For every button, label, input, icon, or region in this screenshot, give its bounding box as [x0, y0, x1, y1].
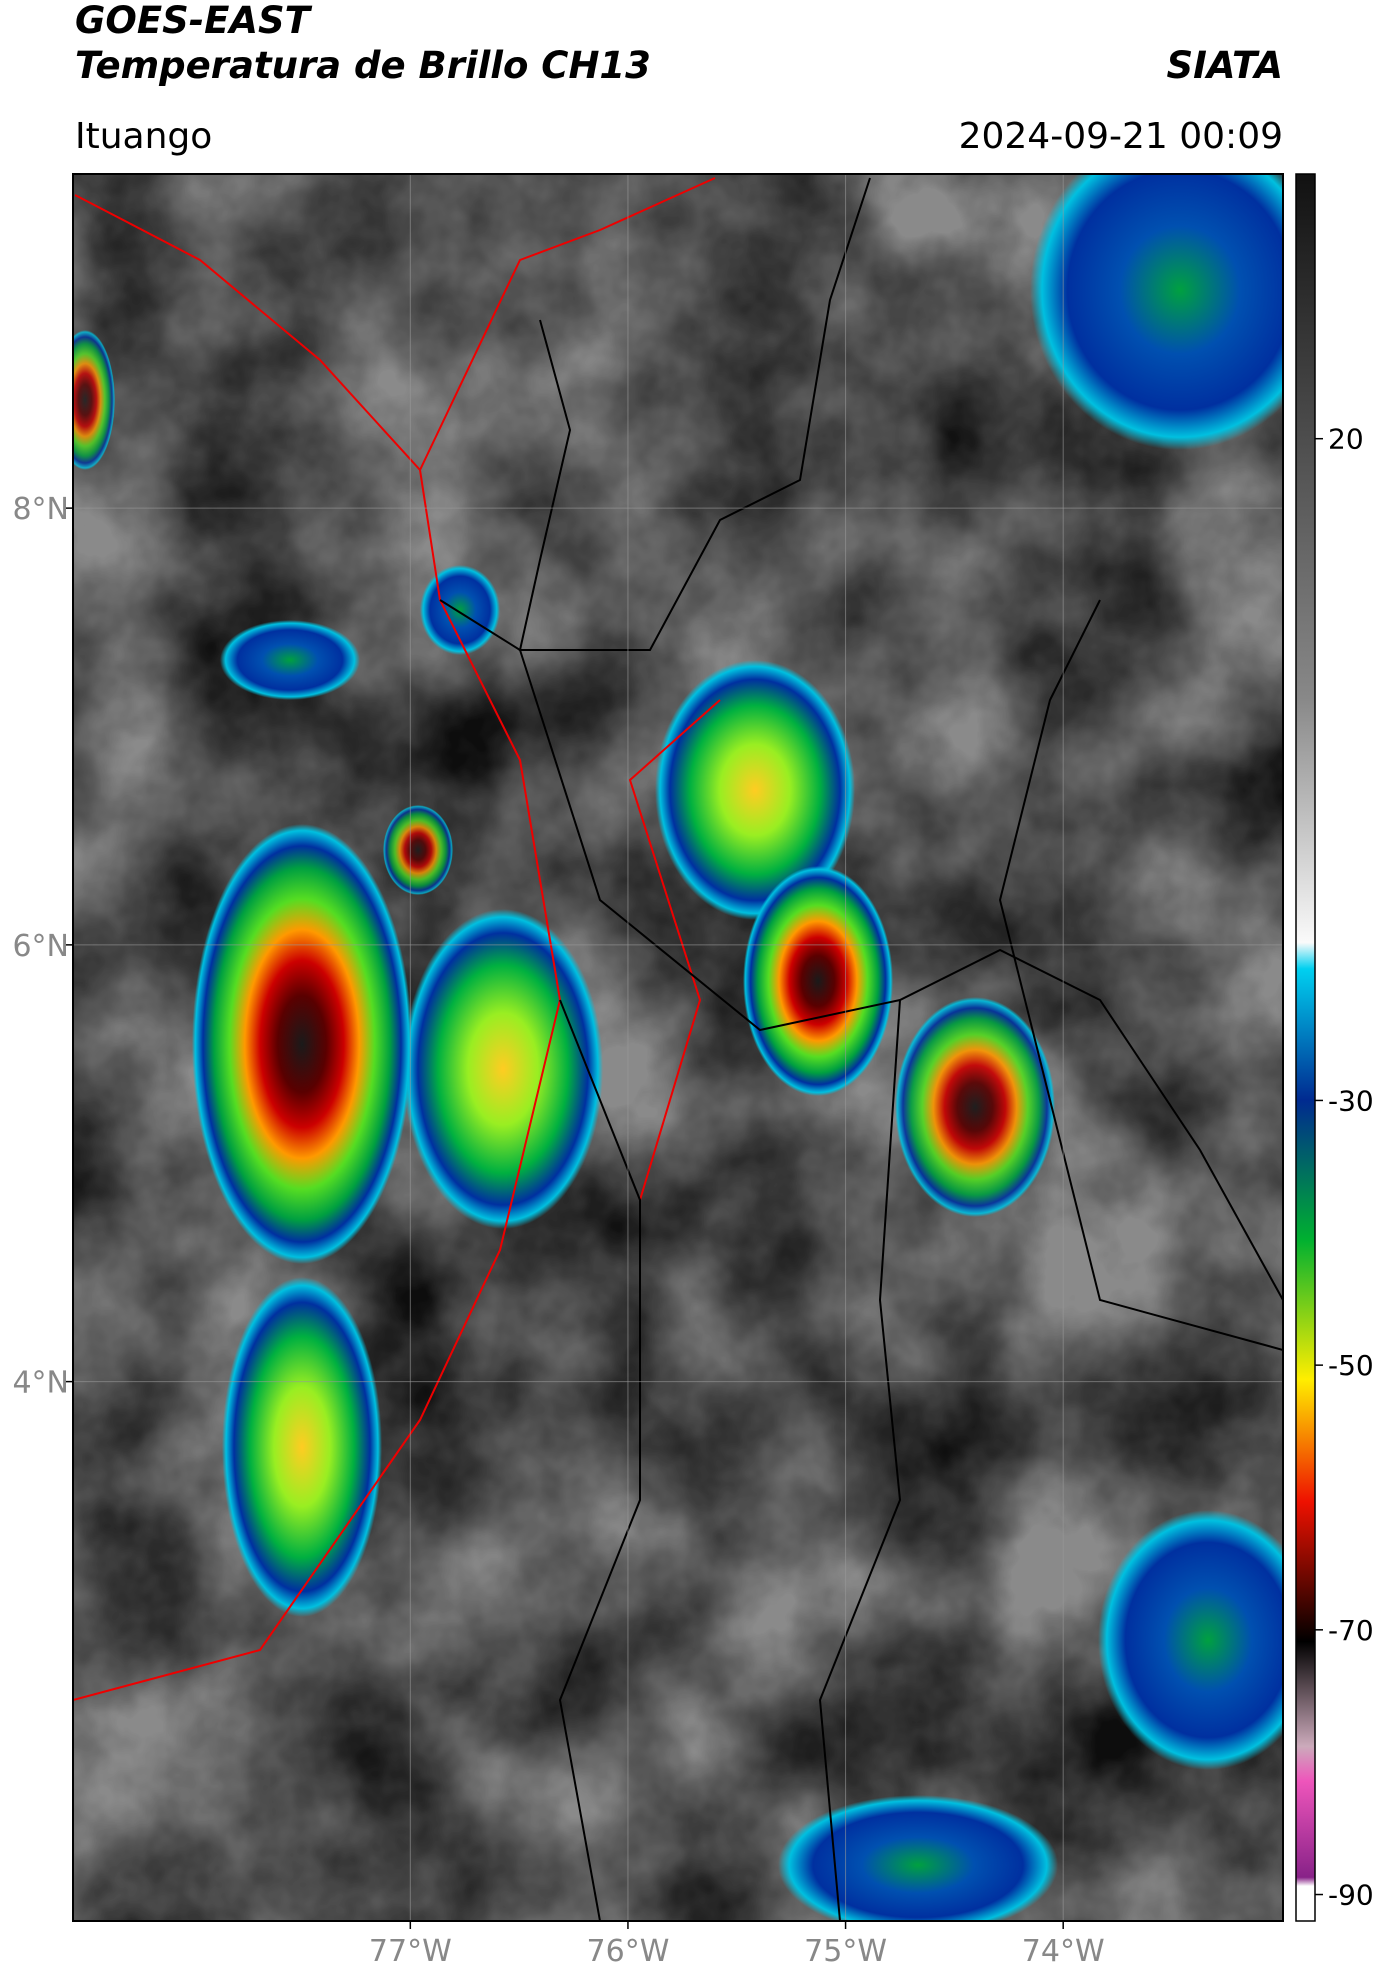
colorbar-tick-label: -90: [1328, 1879, 1374, 1912]
y-tick-label: 8°N: [12, 492, 69, 527]
colorbar-tick-label: -70: [1328, 1614, 1374, 1647]
x-tick-label: 75°W: [804, 1934, 887, 1969]
datetime: 2024-09-21 00:09: [959, 116, 1283, 157]
map-frame: [72, 173, 1284, 1922]
y-tick-label: 6°N: [12, 929, 69, 964]
x-tick-label: 74°W: [1022, 1934, 1105, 1969]
x-tick-label: 76°W: [587, 1934, 670, 1969]
y-tick-label: 4°N: [12, 1366, 69, 1401]
colorbar-tick-label: 20: [1328, 423, 1364, 456]
location: Ituango: [75, 116, 212, 157]
x-tick-label: 77°W: [369, 1934, 452, 1969]
map-image: [73, 174, 1283, 1921]
source: SIATA: [1166, 44, 1283, 87]
colorbar-tick-label: -50: [1328, 1349, 1374, 1382]
grid: [73, 174, 1283, 1921]
colorbar-tick-label: -30: [1328, 1084, 1374, 1117]
title: GOES-EAST: [75, 0, 313, 42]
colorbar: [1295, 173, 1316, 1922]
subtitle: Temperatura de Brillo CH13: [75, 44, 651, 87]
